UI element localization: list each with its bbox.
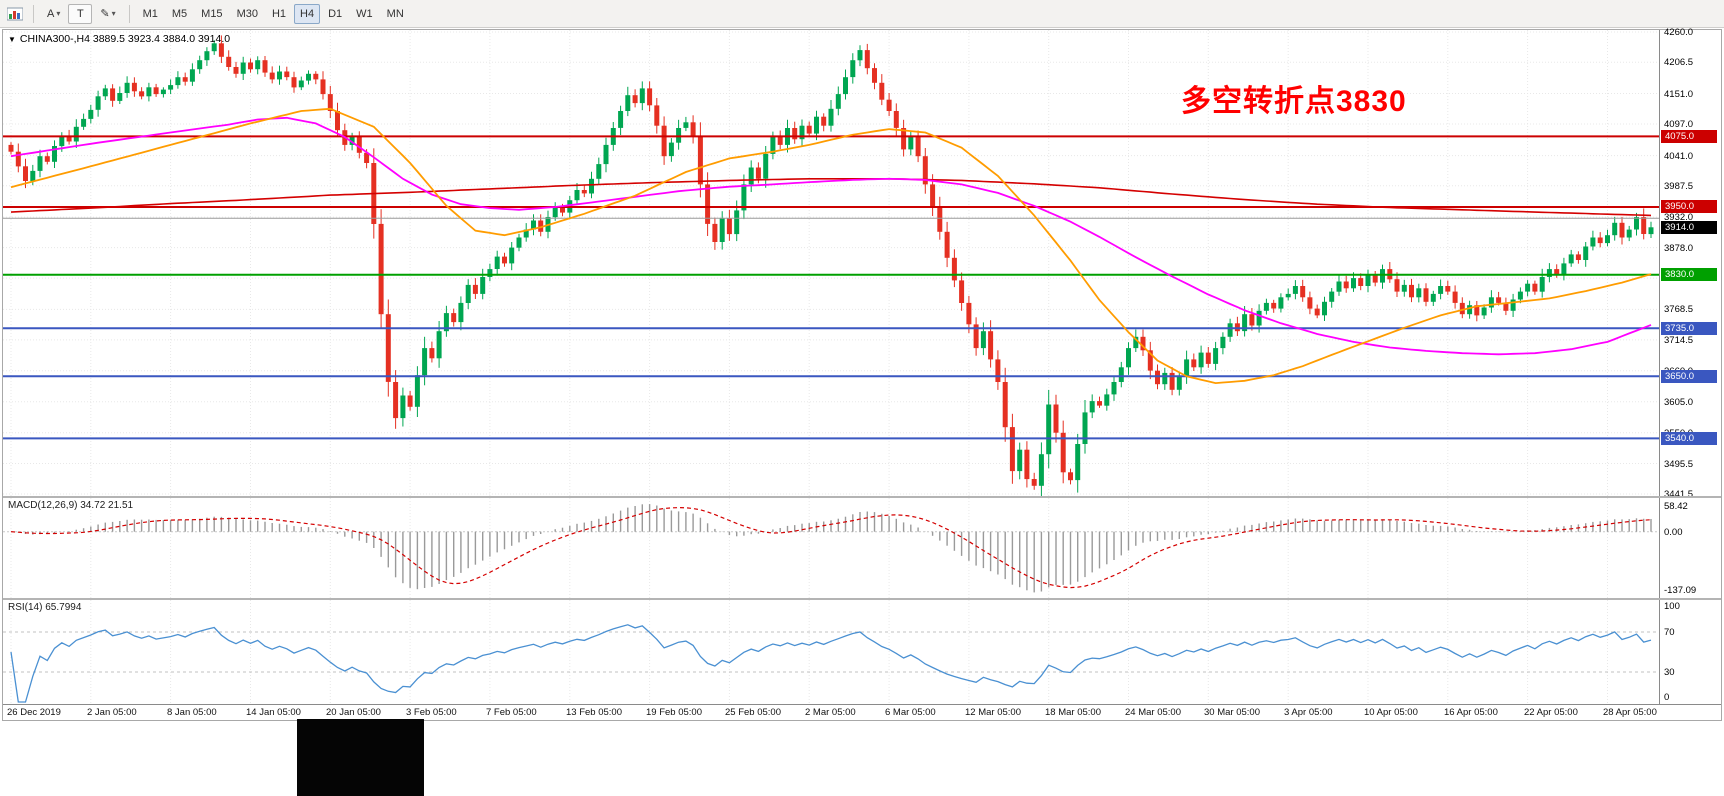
pane-splitter[interactable]	[3, 496, 1721, 498]
time-axis-label: 14 Jan 05:00	[246, 707, 301, 718]
background-window	[297, 719, 424, 796]
macd-signal-line	[10, 506, 1652, 589]
rsi-axis-label: 100	[1664, 601, 1680, 612]
time-axis-label: 28 Apr 05:00	[1603, 707, 1657, 718]
main-chart-pane[interactable]: 4260.0 4206.5 4151.0 4097.0 4041.0 3987.5 3932…	[3, 27, 1721, 500]
toolbar-separator	[33, 4, 34, 23]
price-axis[interactable]: 4260.0 4206.5 4151.0 4097.0 4041.0 3987.5 3932…	[1659, 27, 1721, 500]
price-axis-label: 3441.5	[1664, 489, 1694, 500]
time-axis-label: 2 Jan 05:00	[87, 707, 137, 718]
symbol-dropdown-icon[interactable]: ▼	[8, 34, 16, 44]
timeframe-button-m5[interactable]: M5	[171, 7, 188, 20]
macd-label: MACD(12,26,9) 34.72 21.51	[8, 500, 134, 511]
macd-axis-label: -137.09	[1664, 585, 1697, 596]
caret-down-icon: ▾	[111, 9, 116, 18]
time-axis-label: 12 Mar 05:00	[965, 707, 1021, 718]
price-axis-label: 4041.0	[1664, 151, 1694, 162]
time-axis-label: 6 Mar 05:00	[885, 707, 936, 718]
rsi-plot[interactable]	[3, 600, 1659, 704]
timeframe-button-h1[interactable]: H1	[271, 7, 287, 20]
price-badge-3650.0: 3650.0	[1661, 370, 1717, 383]
time-axis-label: 18 Mar 05:00	[1045, 707, 1101, 718]
caret-down-icon: ▾	[56, 9, 61, 18]
timeframe-button-w1[interactable]: W1	[356, 7, 373, 20]
rsi-pane[interactable]: 100 70 30 0 RSI(14) 65.7994	[3, 600, 1721, 704]
time-axis[interactable]: 26 Dec 2019 2 Jan 05:00 8 Jan 05:00 14 Jan …	[3, 704, 1721, 720]
time-axis-label: 22 Apr 05:00	[1524, 707, 1578, 718]
time-axis-label: 10 Apr 05:00	[1364, 707, 1418, 718]
macd-plot[interactable]	[3, 498, 1659, 598]
time-axis-label: 7 Feb 05:00	[486, 707, 537, 718]
candlestick-plot[interactable]	[3, 30, 1659, 496]
top-toolbar: A ▾ T ✎ ▾ M1 M5 M15 M30 H1 H4 D1 W1 MN	[0, 0, 1724, 28]
price-axis-label: 3878.0	[1664, 243, 1694, 254]
rsi-axis-label: 30	[1664, 667, 1675, 678]
price-axis-label: 3932.0	[1664, 212, 1694, 223]
timeframe-button-m1[interactable]: M1	[142, 7, 158, 20]
time-axis-label: 24 Mar 05:00	[1125, 707, 1181, 718]
time-axis-label: 26 Dec 2019	[7, 707, 61, 718]
ma-fast-line	[10, 107, 1652, 385]
drawing-tool-group: A ▾ T ✎ ▾	[41, 3, 122, 24]
time-axis-label: 25 Feb 05:00	[725, 707, 781, 718]
time-axis-label: 30 Mar 05:00	[1204, 707, 1260, 718]
macd-axis-label: 0.00	[1664, 527, 1683, 538]
price-axis-label: 3605.0	[1664, 397, 1694, 408]
time-axis-label: 13 Feb 05:00	[566, 707, 622, 718]
rsi-label: RSI(14) 65.7994	[8, 602, 82, 613]
time-axis-label: 3 Feb 05:00	[406, 707, 457, 718]
price-badge-3735.0: 3735.0	[1661, 322, 1717, 335]
time-axis-label: 16 Apr 05:00	[1444, 707, 1498, 718]
chart-annotation: 多空转折点3830	[1181, 85, 1407, 118]
time-axis-label: 8 Jan 05:00	[167, 707, 217, 718]
macd-axis[interactable]: 58.42 0.00 -137.09	[1659, 498, 1721, 598]
price-badge-3950.0: 3950.0	[1661, 200, 1717, 213]
price-axis-label: 3987.5	[1664, 181, 1694, 192]
chart-title: ▼ CHINA300-,H4 3889.5 3923.4 3884.0 3914…	[8, 33, 230, 45]
price-badge-3830.0: 3830.0	[1661, 268, 1717, 281]
time-axis-label: 2 Mar 05:00	[805, 707, 856, 718]
label-tool-button[interactable]: A ▾	[47, 7, 61, 20]
time-axis-label: 20 Jan 05:00	[326, 707, 381, 718]
timeframe-button-d1[interactable]: D1	[328, 7, 343, 20]
toolbar-separator	[128, 4, 130, 23]
rsi-axis-label: 70	[1664, 627, 1675, 638]
timeframe-button-mn[interactable]: MN	[386, 7, 404, 20]
price-badge-4075.0: 4075.0	[1661, 130, 1717, 143]
macd-axis-label: 58.42	[1664, 501, 1688, 512]
timeframe-button-m15[interactable]: M15	[201, 7, 223, 20]
time-axis-label: 3 Apr 05:00	[1284, 707, 1333, 718]
timeframe-button-h4[interactable]: H4	[294, 3, 321, 24]
rsi-axis[interactable]: 100 70 30 0	[1659, 600, 1721, 704]
draw-tool-button[interactable]: ✎ ▾	[100, 8, 116, 20]
price-axis-label: 3714.5	[1664, 335, 1694, 346]
macd-pane[interactable]: 58.42 0.00 -137.09 MACD(12,26,9) 34.72 21.…	[3, 498, 1721, 598]
ma-mid-line	[10, 116, 1652, 356]
text-tool-button[interactable]: T	[68, 3, 93, 24]
price-axis-label: 4097.0	[1664, 119, 1694, 130]
symbol-ohlc-text: CHINA300-,H4 3889.5 3923.4 3884.0 3914.0	[19, 33, 231, 45]
price-axis-label: 4206.5	[1664, 57, 1694, 68]
price-axis-label: 4260.0	[1664, 27, 1694, 38]
pane-splitter[interactable]	[3, 598, 1721, 600]
chart-grid-icon[interactable]	[4, 7, 26, 21]
rsi-line	[10, 624, 1652, 703]
price-badge-3540.0: 3540.0	[1661, 432, 1717, 445]
price-axis-label: 4151.0	[1664, 89, 1694, 100]
current-price-badge: 3914.0	[1661, 221, 1717, 234]
rsi-axis-label: 0	[1664, 692, 1670, 703]
timeframe-button-m30[interactable]: M30	[236, 7, 258, 20]
chart-window: 4260.0 4206.5 4151.0 4097.0 4041.0 3987.5 3932…	[2, 27, 1722, 721]
price-axis-label: 3768.5	[1664, 304, 1694, 315]
timeframe-group: M1 M5 M15 M30 H1 H4 D1 W1 MN	[137, 3, 410, 24]
price-axis-label: 3495.5	[1664, 459, 1694, 470]
candles	[8, 35, 1654, 496]
time-axis-label: 19 Feb 05:00	[646, 707, 702, 718]
ma-slow-line	[10, 178, 1652, 217]
